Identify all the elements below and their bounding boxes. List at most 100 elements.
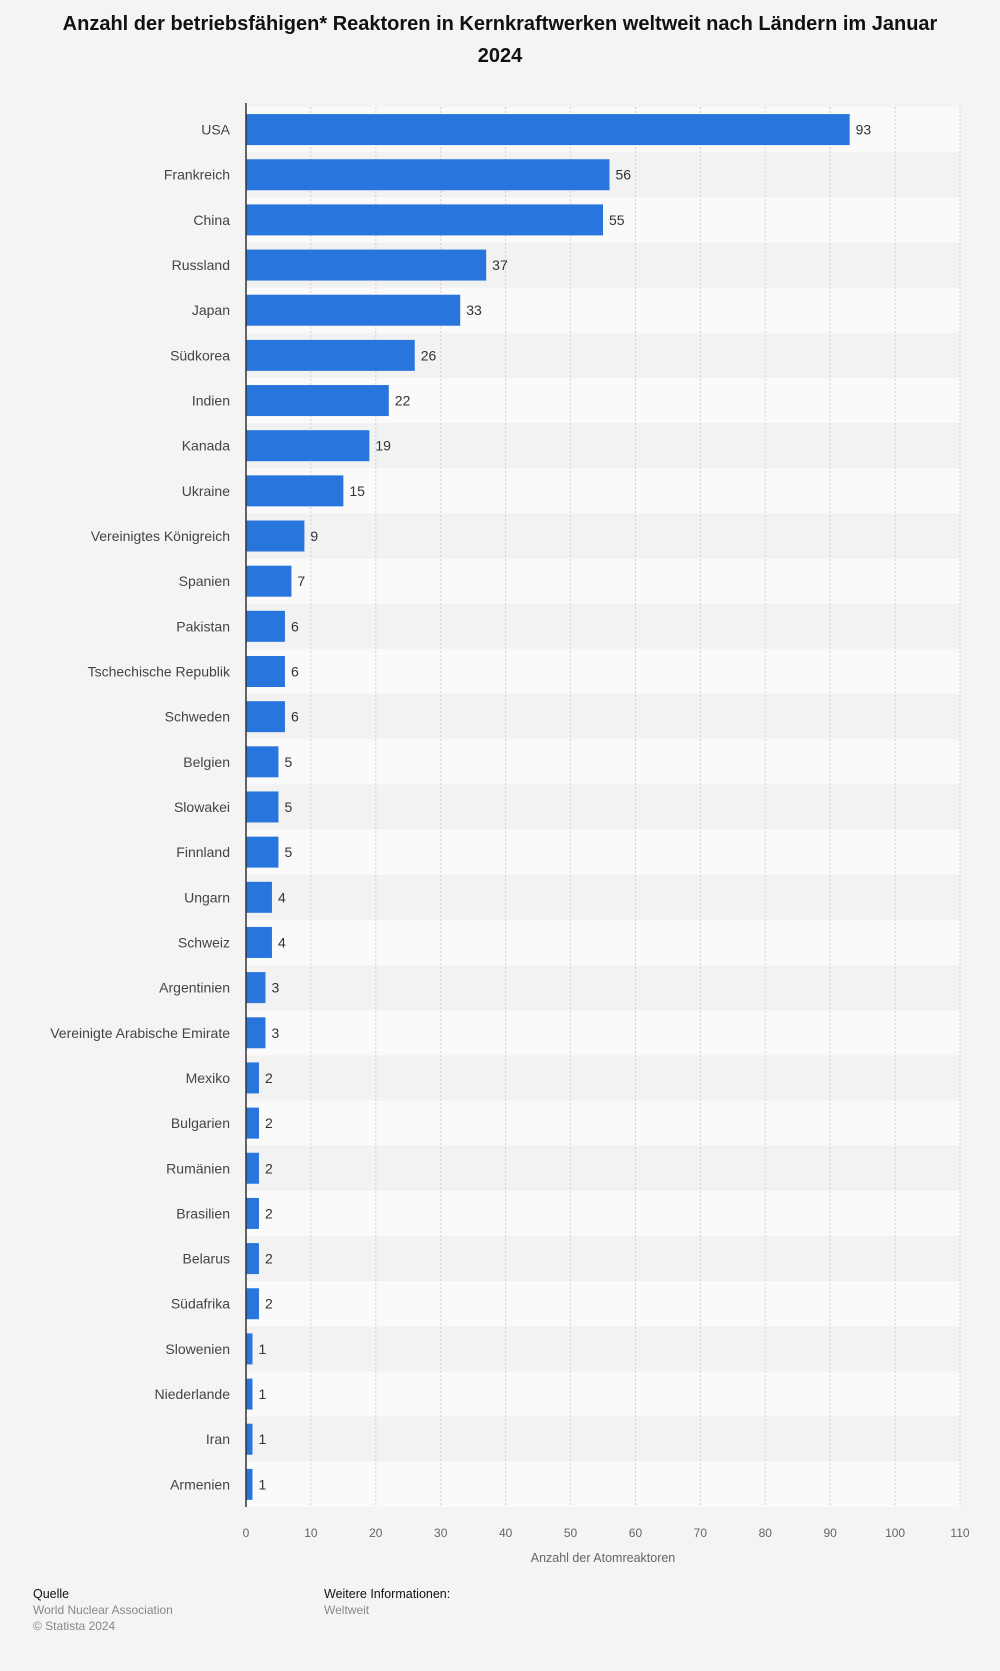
category-label: Slowakei bbox=[174, 799, 230, 815]
data-label: 5 bbox=[284, 754, 292, 770]
x-tick-label: 50 bbox=[564, 1526, 578, 1540]
row-band bbox=[246, 513, 960, 559]
row-band bbox=[246, 1236, 960, 1282]
data-label: 1 bbox=[258, 1341, 266, 1357]
bar bbox=[246, 1243, 259, 1275]
data-label: 3 bbox=[271, 980, 279, 996]
info-block: Weitere Informationen: Weltweit bbox=[324, 1586, 450, 1618]
bar bbox=[246, 249, 487, 281]
data-label: 2 bbox=[265, 1160, 273, 1176]
row-band bbox=[246, 965, 960, 1011]
bar bbox=[246, 1017, 266, 1049]
category-label: Russland bbox=[172, 257, 230, 273]
x-tick-label: 80 bbox=[759, 1526, 773, 1540]
data-label: 2 bbox=[265, 1296, 273, 1312]
bar bbox=[246, 1062, 259, 1094]
row-band bbox=[246, 829, 960, 875]
data-label: 4 bbox=[278, 934, 286, 950]
bar bbox=[246, 159, 610, 191]
data-label: 37 bbox=[492, 257, 508, 273]
category-label: Vereinigte Arabische Emirate bbox=[50, 1025, 230, 1041]
x-tick-label: 40 bbox=[499, 1526, 513, 1540]
row-band bbox=[246, 603, 960, 649]
source-heading: Quelle bbox=[33, 1587, 70, 1601]
row-band bbox=[246, 694, 960, 740]
category-label: Ungarn bbox=[184, 889, 230, 905]
x-tick-label: 100 bbox=[885, 1526, 905, 1540]
bar bbox=[246, 1423, 253, 1455]
bar bbox=[246, 475, 344, 507]
source-name[interactable]: World Nuclear Association bbox=[33, 1603, 173, 1617]
category-label: USA bbox=[201, 122, 230, 138]
bar bbox=[246, 656, 285, 687]
row-band bbox=[246, 919, 960, 966]
data-label: 2 bbox=[265, 1070, 273, 1086]
row-band bbox=[246, 739, 960, 785]
row-band bbox=[246, 1100, 960, 1146]
info-heading: Weitere Informationen: bbox=[324, 1587, 451, 1601]
category-label: Mexiko bbox=[186, 1070, 231, 1086]
x-tick-label: 70 bbox=[694, 1526, 708, 1540]
category-label: Schweiz bbox=[178, 934, 230, 950]
row-band bbox=[246, 1145, 960, 1191]
bar bbox=[246, 1107, 259, 1139]
x-tick-label: 60 bbox=[629, 1526, 643, 1540]
x-tick-label: 110 bbox=[950, 1526, 969, 1540]
category-label: Finnland bbox=[176, 844, 230, 860]
bar bbox=[246, 565, 292, 597]
row-band bbox=[246, 648, 960, 695]
bar bbox=[246, 1288, 259, 1320]
data-label: 6 bbox=[291, 709, 299, 725]
row-band bbox=[246, 1416, 960, 1462]
category-label: Frankreich bbox=[164, 167, 230, 183]
bar bbox=[246, 204, 603, 236]
bar bbox=[246, 701, 285, 733]
x-tick-label: 10 bbox=[304, 1526, 318, 1540]
row-band bbox=[246, 874, 960, 920]
row-band bbox=[246, 1055, 960, 1101]
category-label: Indien bbox=[192, 393, 230, 409]
bar-chart: 93USA56Frankreich55China37Russland33Japa… bbox=[50, 103, 970, 1565]
data-label: 9 bbox=[310, 528, 318, 544]
bar bbox=[246, 926, 272, 958]
copyright: © Statista 2024 bbox=[33, 1619, 116, 1633]
category-label: Japan bbox=[192, 302, 230, 318]
row-band bbox=[246, 1461, 960, 1507]
bar bbox=[246, 385, 389, 417]
data-label: 5 bbox=[284, 844, 292, 860]
bar bbox=[246, 114, 850, 146]
bar bbox=[246, 881, 272, 913]
category-label: Schweden bbox=[165, 709, 230, 725]
data-label: 19 bbox=[375, 438, 391, 454]
data-label: 2 bbox=[265, 1251, 273, 1267]
data-label: 5 bbox=[284, 799, 292, 815]
data-label: 1 bbox=[258, 1386, 266, 1402]
bar bbox=[246, 836, 279, 868]
data-label: 22 bbox=[395, 393, 411, 409]
bar bbox=[246, 1152, 259, 1184]
data-label: 55 bbox=[609, 212, 625, 228]
source-block: Quelle World Nuclear Association © Stati… bbox=[33, 1586, 173, 1634]
category-label: Südkorea bbox=[170, 347, 230, 363]
data-label: 33 bbox=[466, 302, 482, 318]
category-label: Belarus bbox=[183, 1251, 230, 1267]
info-value: Weltweit bbox=[324, 1603, 370, 1617]
row-band bbox=[246, 1010, 960, 1056]
category-label: Tschechische Republik bbox=[88, 664, 231, 680]
bar bbox=[246, 430, 370, 462]
x-axis-title: Anzahl der Atomreaktoren bbox=[531, 1551, 676, 1565]
category-label: Spanien bbox=[179, 573, 230, 589]
x-tick-label: 20 bbox=[369, 1526, 383, 1540]
bar bbox=[246, 791, 279, 823]
data-label: 2 bbox=[265, 1205, 273, 1221]
category-label: Südafrika bbox=[171, 1296, 230, 1312]
data-label: 15 bbox=[349, 483, 365, 499]
category-label: China bbox=[193, 212, 230, 228]
row-band bbox=[246, 1326, 960, 1372]
data-label: 6 bbox=[291, 664, 299, 680]
bar bbox=[246, 972, 266, 1004]
bar bbox=[246, 1378, 253, 1410]
row-band bbox=[246, 468, 960, 514]
bar bbox=[246, 1468, 253, 1500]
row-band bbox=[246, 1371, 960, 1417]
